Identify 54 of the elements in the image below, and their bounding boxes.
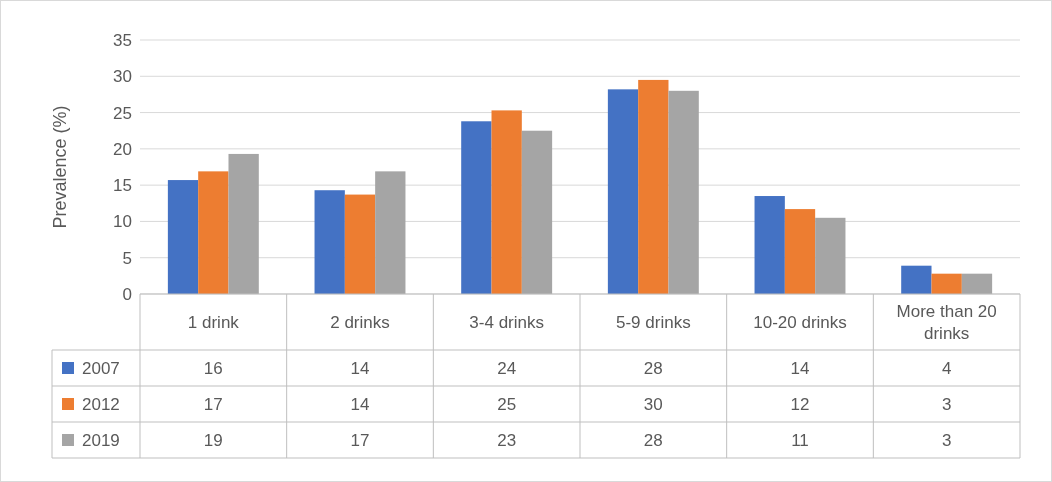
x-tick-label: 3-4 drinks [469, 312, 544, 332]
bar [314, 190, 345, 294]
data-label: 30 [643, 394, 663, 414]
data-label: 19 [203, 430, 223, 450]
bar [901, 265, 932, 294]
data-label: 4 [941, 358, 952, 378]
x-tick-label: 2 drinks [330, 312, 390, 332]
legend-label: 2012 [82, 394, 120, 414]
bar [754, 196, 785, 294]
data-label: 14 [790, 358, 810, 378]
y-axis-title: Prevalence (%) [50, 105, 70, 229]
bar [167, 180, 199, 294]
legend-label: 2019 [82, 430, 120, 450]
data-label: 23 [497, 430, 517, 450]
bar [375, 171, 406, 294]
legend-label: 2007 [82, 358, 120, 378]
bar [784, 209, 816, 294]
x-tick-label: 5-9 drinks [616, 312, 691, 332]
data-label: 16 [203, 358, 223, 378]
x-tick-label: More than 20 drinks [896, 301, 997, 343]
data-label: 11 [791, 430, 809, 450]
data-label: 28 [643, 430, 663, 450]
data-label: 14 [350, 394, 370, 414]
y-tick-label: 0 [122, 284, 132, 304]
data-label: 3 [941, 394, 952, 414]
data-label: 12 [790, 394, 810, 414]
data-label: 28 [643, 358, 663, 378]
y-tick-label: 20 [113, 139, 132, 159]
y-tick-label: 10 [113, 212, 132, 232]
bar [461, 121, 492, 294]
bar [228, 153, 259, 294]
bar [344, 194, 376, 294]
y-tick-label: 15 [113, 176, 132, 196]
bar [521, 130, 553, 294]
y-tick-label: 5 [122, 248, 132, 268]
bar [668, 90, 699, 294]
y-tick-label: 35 [113, 30, 132, 50]
bar [638, 79, 669, 294]
data-label: 17 [350, 430, 370, 450]
data-label: 17 [203, 394, 223, 414]
bar [815, 217, 846, 294]
data-label: 24 [497, 358, 517, 378]
y-tick-label: 30 [113, 67, 132, 87]
data-label: 14 [350, 358, 370, 378]
data-label: 25 [497, 394, 517, 414]
y-tick-label: 25 [113, 103, 132, 123]
x-tick-label: 1 drink [187, 312, 240, 332]
bar [491, 110, 522, 294]
bar [198, 171, 229, 294]
bar [931, 273, 962, 294]
bar [607, 89, 639, 294]
x-tick-label: 10-20 drinks [753, 312, 847, 332]
bar [961, 273, 993, 294]
data-label: 3 [941, 430, 952, 450]
